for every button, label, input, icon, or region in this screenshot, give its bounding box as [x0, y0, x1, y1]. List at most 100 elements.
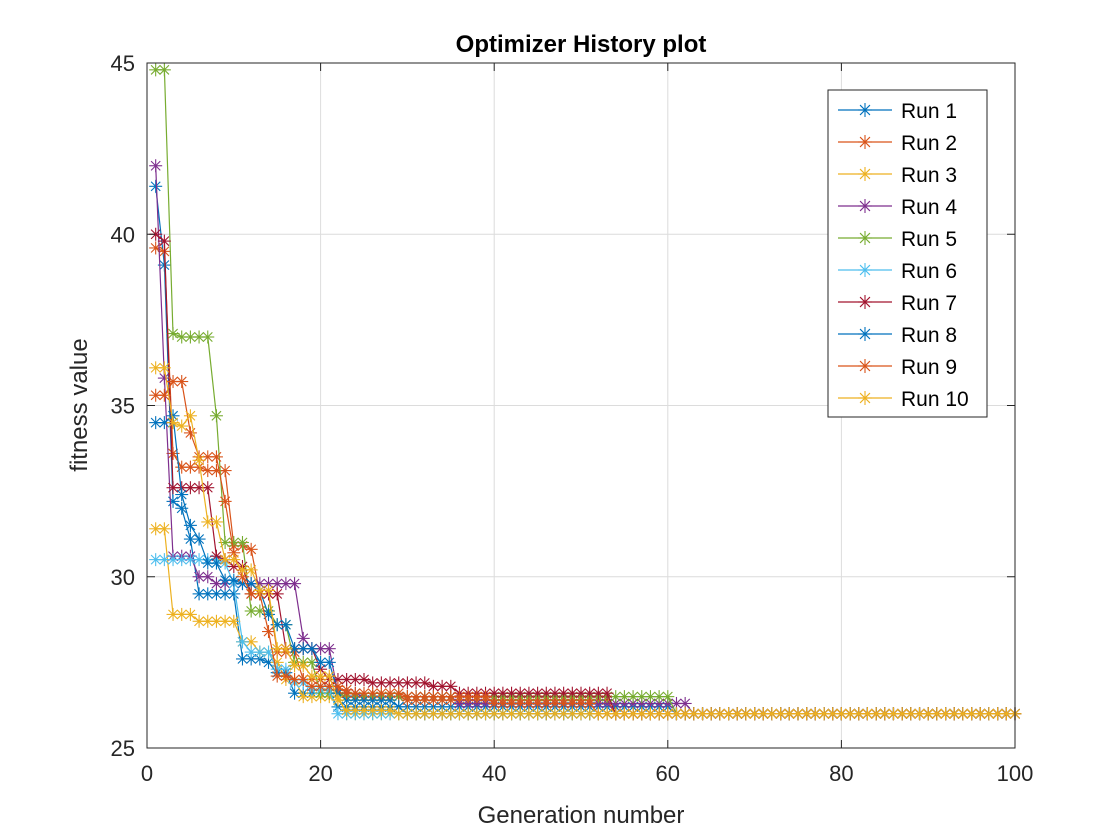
series-layer [149, 63, 1022, 721]
data-point-marker [834, 707, 848, 721]
marker-stroke [263, 585, 274, 596]
marker-stroke [654, 708, 665, 719]
data-point-marker [270, 587, 284, 601]
data-point-marker [262, 583, 276, 597]
data-point-marker [192, 614, 206, 628]
marker-stroke [298, 643, 309, 654]
marker-stroke [176, 421, 187, 432]
data-point-marker [400, 707, 414, 721]
data-point-marker [149, 179, 163, 193]
marker-stroke [497, 698, 508, 709]
marker-stroke [914, 708, 925, 719]
marker-stroke [853, 708, 864, 719]
marker-stroke [159, 554, 170, 565]
marker-stroke [237, 653, 248, 664]
data-point-marker [175, 419, 189, 433]
marker-stroke [593, 688, 604, 699]
marker-stroke [523, 688, 534, 699]
marker-stroke [905, 708, 916, 719]
data-point-marker [157, 63, 171, 77]
marker-stroke [697, 708, 708, 719]
data-point-marker [157, 416, 171, 430]
data-point-marker [557, 686, 571, 700]
marker-stroke [324, 671, 335, 682]
data-point-marker [244, 604, 258, 618]
marker-stroke [367, 677, 378, 688]
marker-stroke [437, 691, 448, 702]
marker-stroke [576, 688, 586, 699]
marker-stroke [489, 698, 500, 709]
marker-stroke [740, 708, 751, 719]
marker-stroke [385, 677, 396, 688]
marker-stroke [523, 708, 534, 719]
marker-stroke [654, 691, 665, 702]
marker-stroke [549, 708, 560, 719]
marker-stroke [168, 554, 179, 565]
data-point-marker [314, 655, 328, 669]
marker-stroke [506, 698, 517, 709]
marker-stroke [280, 578, 291, 589]
marker-stroke [211, 451, 222, 462]
marker-stroke [428, 691, 439, 702]
marker-stroke [758, 708, 769, 719]
marker-stroke [576, 698, 586, 709]
marker-stroke [315, 681, 326, 692]
marker-stroke [445, 708, 456, 719]
marker-stroke [819, 708, 830, 719]
marker-stroke [506, 708, 517, 719]
marker-stroke [402, 708, 413, 719]
marker-stroke [419, 708, 430, 719]
marker-stroke [879, 708, 890, 719]
marker-stroke [610, 691, 621, 702]
marker-stroke [272, 643, 283, 654]
marker-stroke [567, 688, 578, 699]
marker-stroke [246, 544, 257, 555]
data-point-marker [296, 673, 310, 686]
marker-stroke [202, 571, 213, 582]
marker-stroke [220, 588, 231, 599]
data-point-marker [157, 553, 171, 567]
marker-stroke [923, 708, 934, 719]
marker-stroke [315, 643, 326, 654]
marker-stroke [220, 496, 231, 507]
data-point-marker [426, 707, 440, 721]
marker-stroke [237, 537, 248, 548]
marker-stroke [150, 181, 161, 192]
marker-stroke [176, 489, 187, 500]
marker-stroke [584, 688, 595, 699]
marker-stroke [185, 520, 196, 531]
marker-stroke [168, 482, 179, 493]
data-point-marker [218, 573, 232, 587]
marker-stroke [437, 708, 448, 719]
data-point-marker [661, 690, 675, 704]
data-point-marker [296, 659, 310, 673]
data-point-marker [557, 707, 571, 721]
marker-stroke [628, 691, 639, 702]
data-point-marker [209, 409, 223, 423]
marker-stroke [315, 657, 326, 668]
marker-stroke [202, 558, 213, 569]
data-point-marker [279, 642, 293, 656]
data-point-marker [583, 696, 597, 710]
marker-stroke [176, 332, 187, 342]
marker-stroke [202, 482, 213, 493]
marker-stroke [576, 708, 586, 719]
marker-stroke [185, 609, 196, 620]
marker-stroke [202, 616, 213, 627]
marker-stroke [194, 571, 205, 582]
marker-stroke [350, 705, 361, 716]
marker-stroke [168, 417, 179, 428]
marker-stroke [940, 708, 951, 719]
marker-stroke [732, 708, 743, 719]
data-point-marker [149, 361, 163, 375]
data-point-marker [626, 690, 640, 704]
marker-stroke [411, 677, 422, 688]
data-point-marker [591, 707, 605, 721]
marker-stroke [393, 688, 404, 699]
marker-stroke [593, 708, 604, 719]
marker-stroke [159, 523, 170, 534]
marker-stroke [194, 455, 205, 466]
data-point-marker [452, 707, 466, 721]
marker-stroke [298, 691, 309, 702]
marker-stroke [150, 160, 161, 171]
